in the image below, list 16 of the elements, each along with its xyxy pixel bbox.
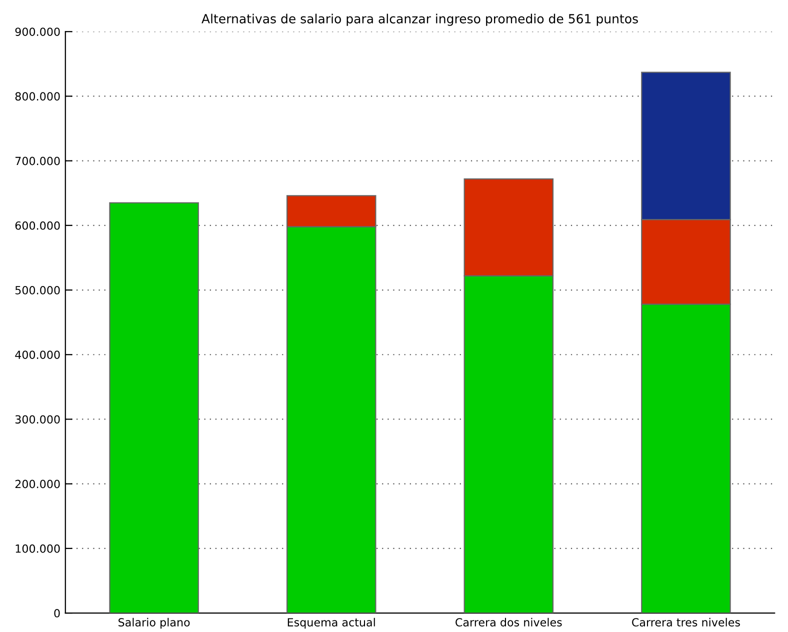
x-tick-label: Carrera tres niveles [632, 618, 740, 626]
y-tick-label: 100.000 [16, 544, 60, 553]
y-tick-label: 600.000 [15, 221, 60, 230]
y-tick-label: 300.000 [15, 415, 60, 424]
bar [109, 202, 199, 614]
x-tick-label: Esquema actual [288, 618, 375, 629]
y-tick-label: 500.000 [15, 286, 60, 294]
y-tick-label: 200.000 [15, 480, 60, 488]
chart-title: Alternativas de salario para alcanzar ingreso promedio de 561 puntos [202, 14, 638, 26]
y-tick-label: 400.000 [15, 350, 60, 359]
x-tick-label: Carrera dos niveles [456, 618, 562, 626]
y-tick-label: 0 [54, 609, 60, 618]
y-tick-label: 800.000 [15, 92, 60, 101]
y-tick-label: 900.000 [15, 28, 60, 36]
y-tick-label: 700.000 [16, 156, 60, 166]
x-tick-label: Salario plano [118, 618, 190, 629]
